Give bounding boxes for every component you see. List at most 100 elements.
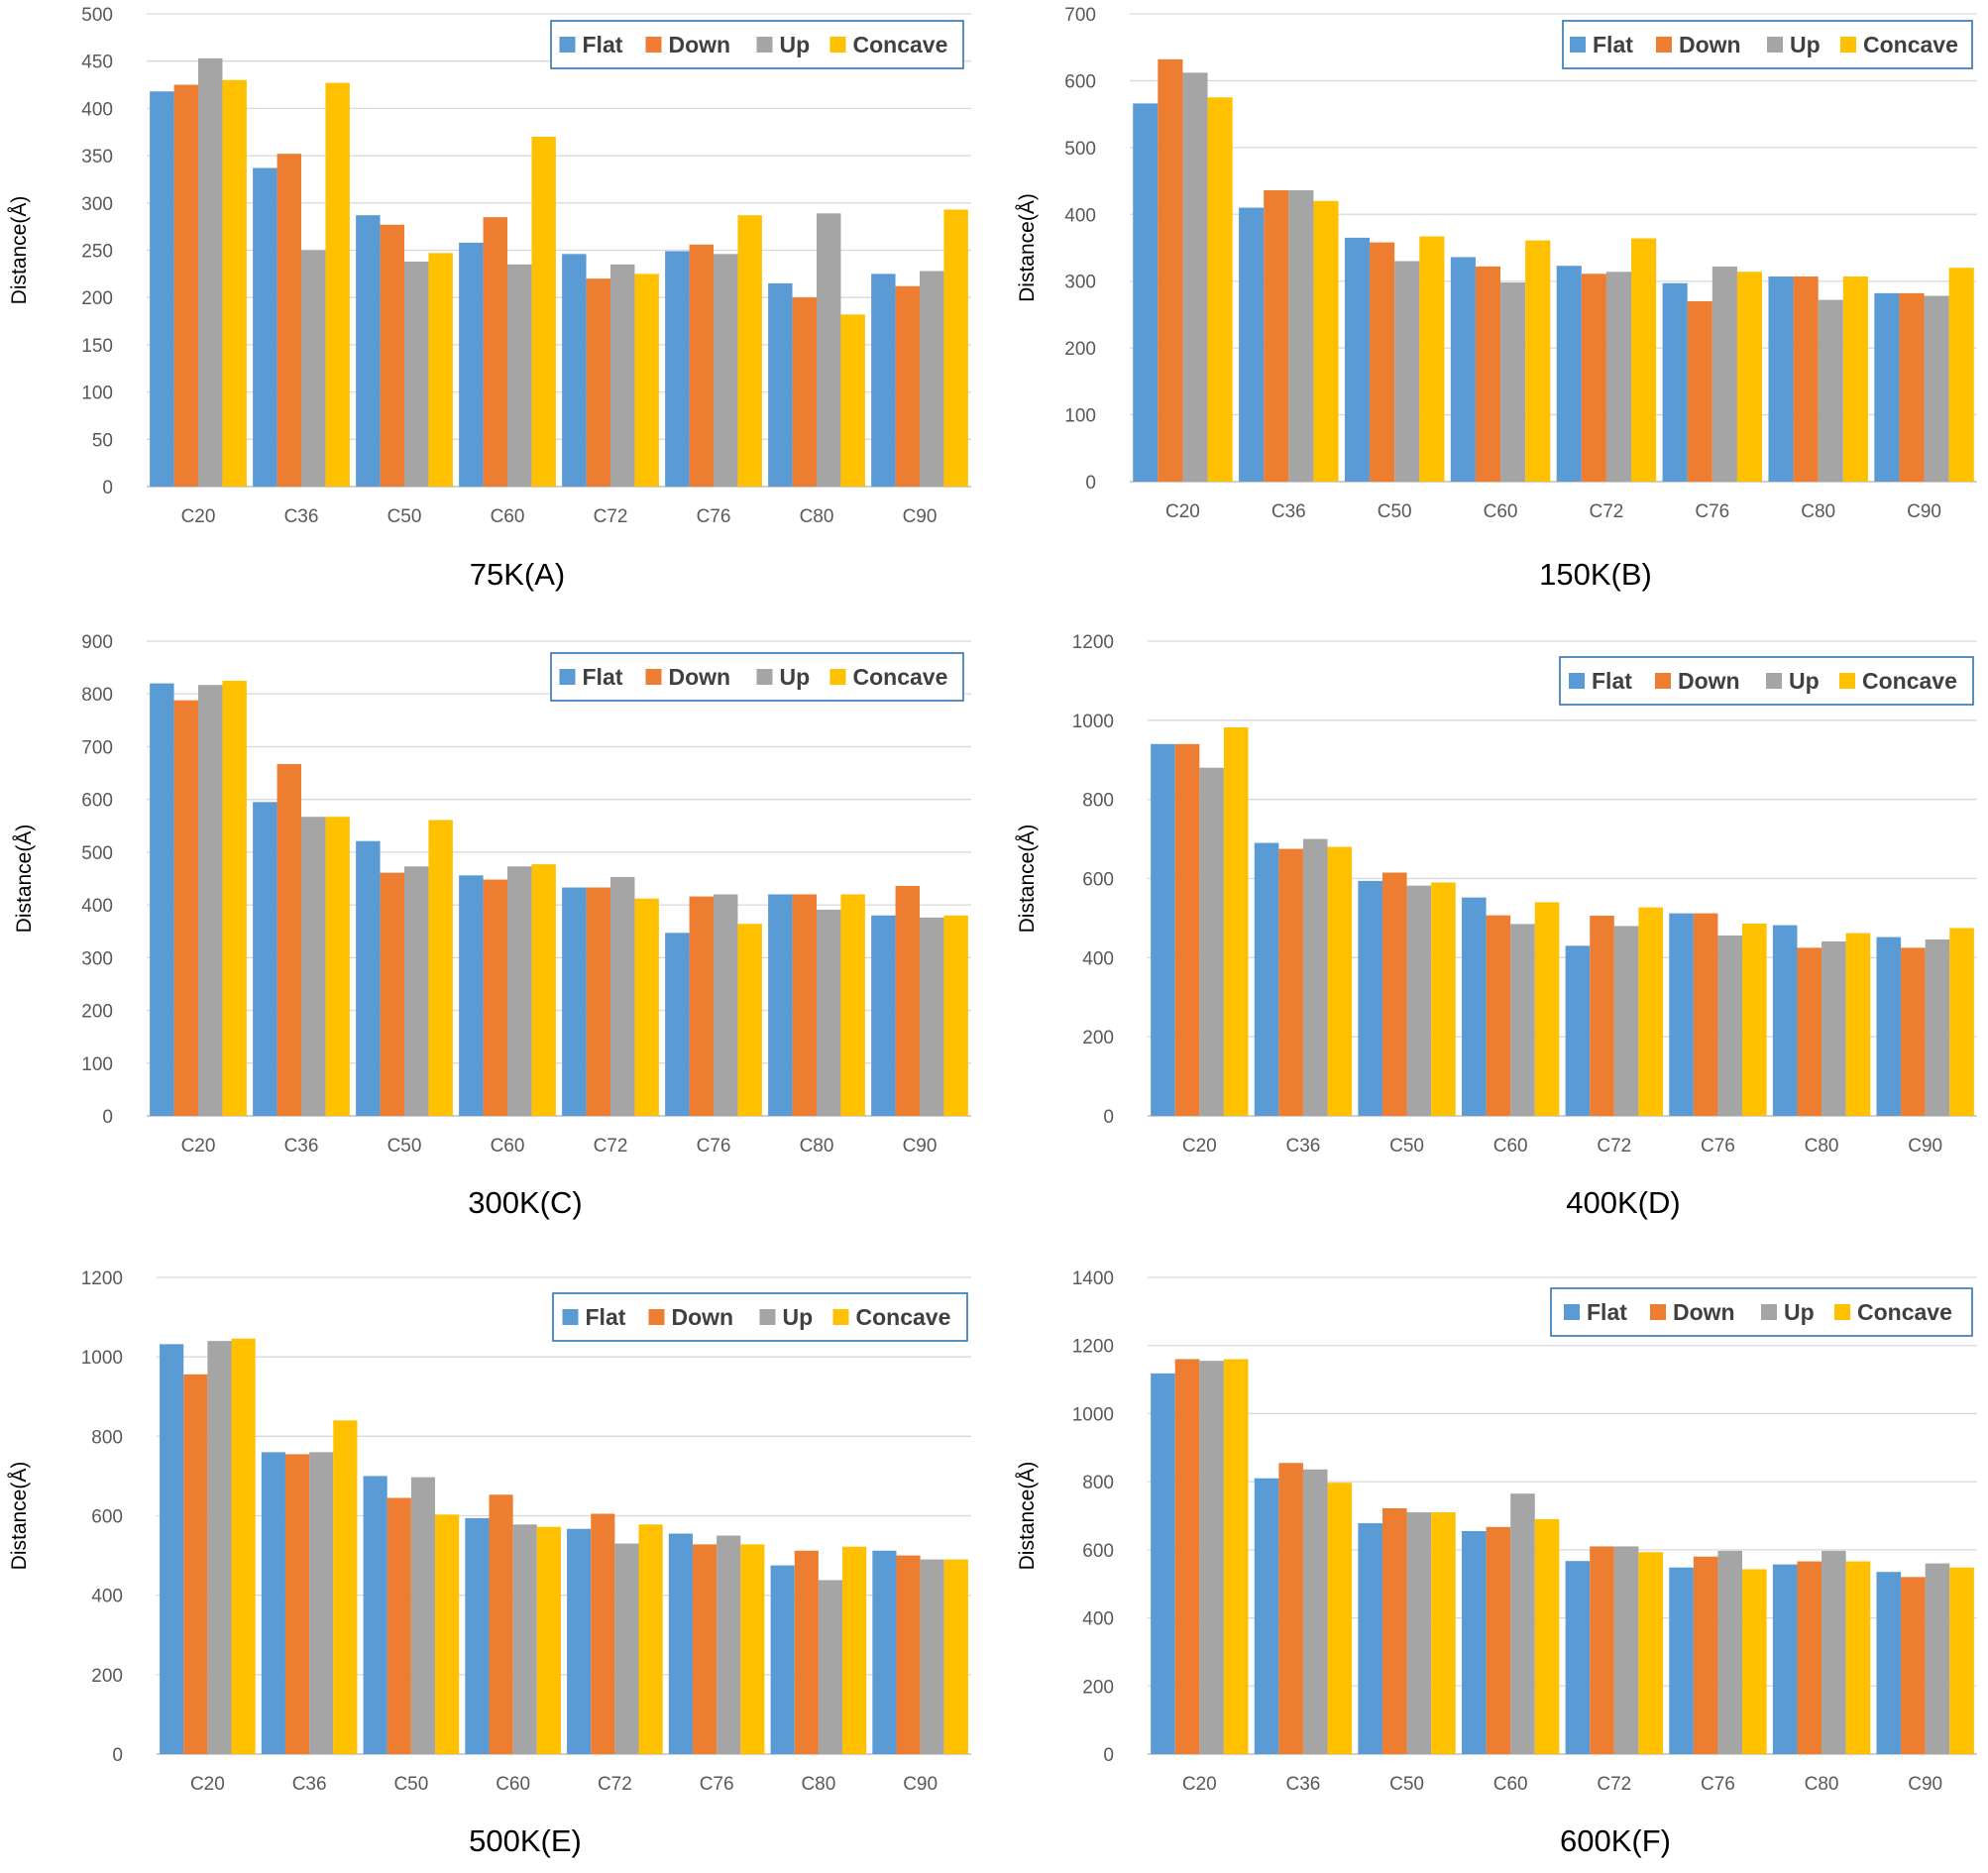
bar-down-c80 [1793, 275, 1819, 482]
x-tick-label: C72 [1597, 1136, 1631, 1157]
bar-flat-c60 [1450, 257, 1476, 482]
legend-swatch-concave [829, 669, 846, 685]
bar-flat-c76 [1662, 282, 1688, 482]
bar-down-c60 [483, 879, 507, 1116]
y-axis-label: Distance(Å) [1016, 193, 1039, 302]
legend-label-flat: Flat [1587, 1299, 1627, 1325]
bar-down-c20 [173, 700, 198, 1116]
bar-down-c36 [1264, 190, 1289, 483]
y-tick-label: 150 [81, 336, 113, 357]
bar-concave-c90 [1949, 1567, 1974, 1754]
bar-down-c72 [591, 1513, 615, 1754]
legend-swatch-down [648, 1309, 665, 1325]
x-tick-label: C72 [594, 1136, 628, 1157]
bar-down-c76 [1687, 300, 1712, 482]
bar-flat-c90 [872, 1550, 897, 1754]
x-tick-label: C76 [697, 506, 731, 527]
bar-up-c76 [717, 1535, 741, 1754]
bar-concave-c50 [1431, 1512, 1456, 1754]
bar-concave-c50 [428, 820, 453, 1116]
x-tick-label: C80 [800, 506, 834, 527]
bar-flat-c60 [1462, 1530, 1487, 1754]
legend-label-up: Up [783, 1304, 814, 1330]
bar-down-c72 [586, 887, 610, 1116]
y-tick-label: 400 [1082, 1609, 1114, 1630]
legend-swatch-flat [562, 1309, 579, 1325]
bar-flat-c20 [1133, 103, 1159, 483]
bar-flat-c72 [1556, 266, 1582, 482]
legend-swatch-concave [1840, 37, 1856, 53]
y-tick-label: 200 [1082, 1028, 1114, 1048]
bar-flat-c60 [465, 1517, 490, 1754]
y-tick-label: 1400 [1072, 1268, 1114, 1289]
legend-swatch-flat [1564, 1304, 1580, 1320]
bar-up-c50 [1406, 1512, 1432, 1754]
bar-concave-c20 [222, 680, 247, 1116]
bar-up-c90 [920, 1559, 944, 1754]
legend-swatch-down [645, 669, 662, 685]
y-tick-label: 1000 [1072, 712, 1114, 732]
y-tick-label: 400 [91, 1587, 123, 1607]
bar-up-c20 [198, 57, 223, 487]
bar-down-c50 [380, 224, 404, 487]
bar-down-c72 [586, 278, 610, 487]
bar-down-c20 [173, 84, 198, 488]
bar-concave-c76 [1736, 272, 1763, 482]
bar-flat-c72 [1565, 1561, 1591, 1754]
bar-up-c72 [1605, 272, 1632, 482]
bar-up-c72 [610, 876, 635, 1116]
x-tick-label: C60 [1484, 501, 1518, 522]
bar-concave-c72 [634, 274, 659, 487]
x-tick-label: C20 [181, 1136, 216, 1157]
x-tick-label: C80 [801, 1774, 835, 1795]
y-axis-label: Distance(Å) [13, 825, 36, 934]
bar-up-c60 [1510, 1493, 1535, 1754]
bar-down-c90 [895, 285, 920, 487]
bar-concave-c20 [1223, 727, 1249, 1116]
bar-down-c76 [689, 896, 714, 1116]
bar-concave-c80 [1845, 933, 1871, 1116]
bar-flat-c76 [668, 1533, 693, 1754]
y-tick-label: 600 [1064, 71, 1096, 92]
bar-up-c60 [1500, 282, 1526, 482]
bar-flat-c90 [1876, 1572, 1902, 1754]
y-tick-label: 500 [81, 5, 113, 26]
bar-concave-c90 [1948, 268, 1974, 482]
bar-concave-c90 [943, 1559, 968, 1754]
bar-down-c90 [1901, 1577, 1926, 1754]
x-tick-label: C76 [1695, 501, 1729, 522]
bar-up-c76 [714, 254, 738, 487]
bar-down-c36 [276, 154, 301, 487]
bar-up-c50 [404, 866, 429, 1116]
legend-label-concave: Concave [1862, 668, 1957, 694]
bar-concave-c76 [1742, 924, 1767, 1116]
x-tick-label: C50 [387, 1136, 422, 1157]
legend: Flat Down Up Concave [550, 20, 964, 69]
bar-down-c36 [284, 1454, 310, 1754]
x-tick-label: C60 [491, 1136, 525, 1157]
y-tick-label: 400 [81, 896, 113, 917]
bar-flat-c36 [253, 167, 277, 487]
bar-up-c76 [714, 894, 738, 1116]
bar-flat-c50 [1358, 1523, 1382, 1754]
bar-down-c36 [1278, 848, 1303, 1116]
legend-label-concave: Concave [853, 664, 948, 690]
legend-label-down: Down [1678, 668, 1740, 694]
x-tick-label: C60 [491, 506, 525, 527]
legend-swatch-flat [1569, 673, 1585, 689]
x-tick-label: C90 [903, 506, 938, 527]
y-tick-label: 1000 [1072, 1404, 1114, 1425]
x-tick-label: C50 [387, 506, 422, 527]
x-tick-label: C36 [1271, 501, 1306, 522]
y-axis-label: Distance(Å) [1016, 1462, 1039, 1571]
bar-concave-c80 [1842, 275, 1868, 482]
bar-flat-c50 [1344, 237, 1371, 482]
legend-swatch-down [1655, 673, 1671, 689]
bar-down-c20 [1174, 1359, 1200, 1754]
bar-flat-c80 [768, 282, 793, 487]
chart-title: 400K(D) [1566, 1185, 1680, 1220]
bar-concave-c60 [1525, 240, 1551, 482]
bar-up-c50 [410, 1477, 436, 1754]
legend-swatch-flat [559, 669, 576, 685]
x-tick-label: C20 [181, 506, 216, 527]
